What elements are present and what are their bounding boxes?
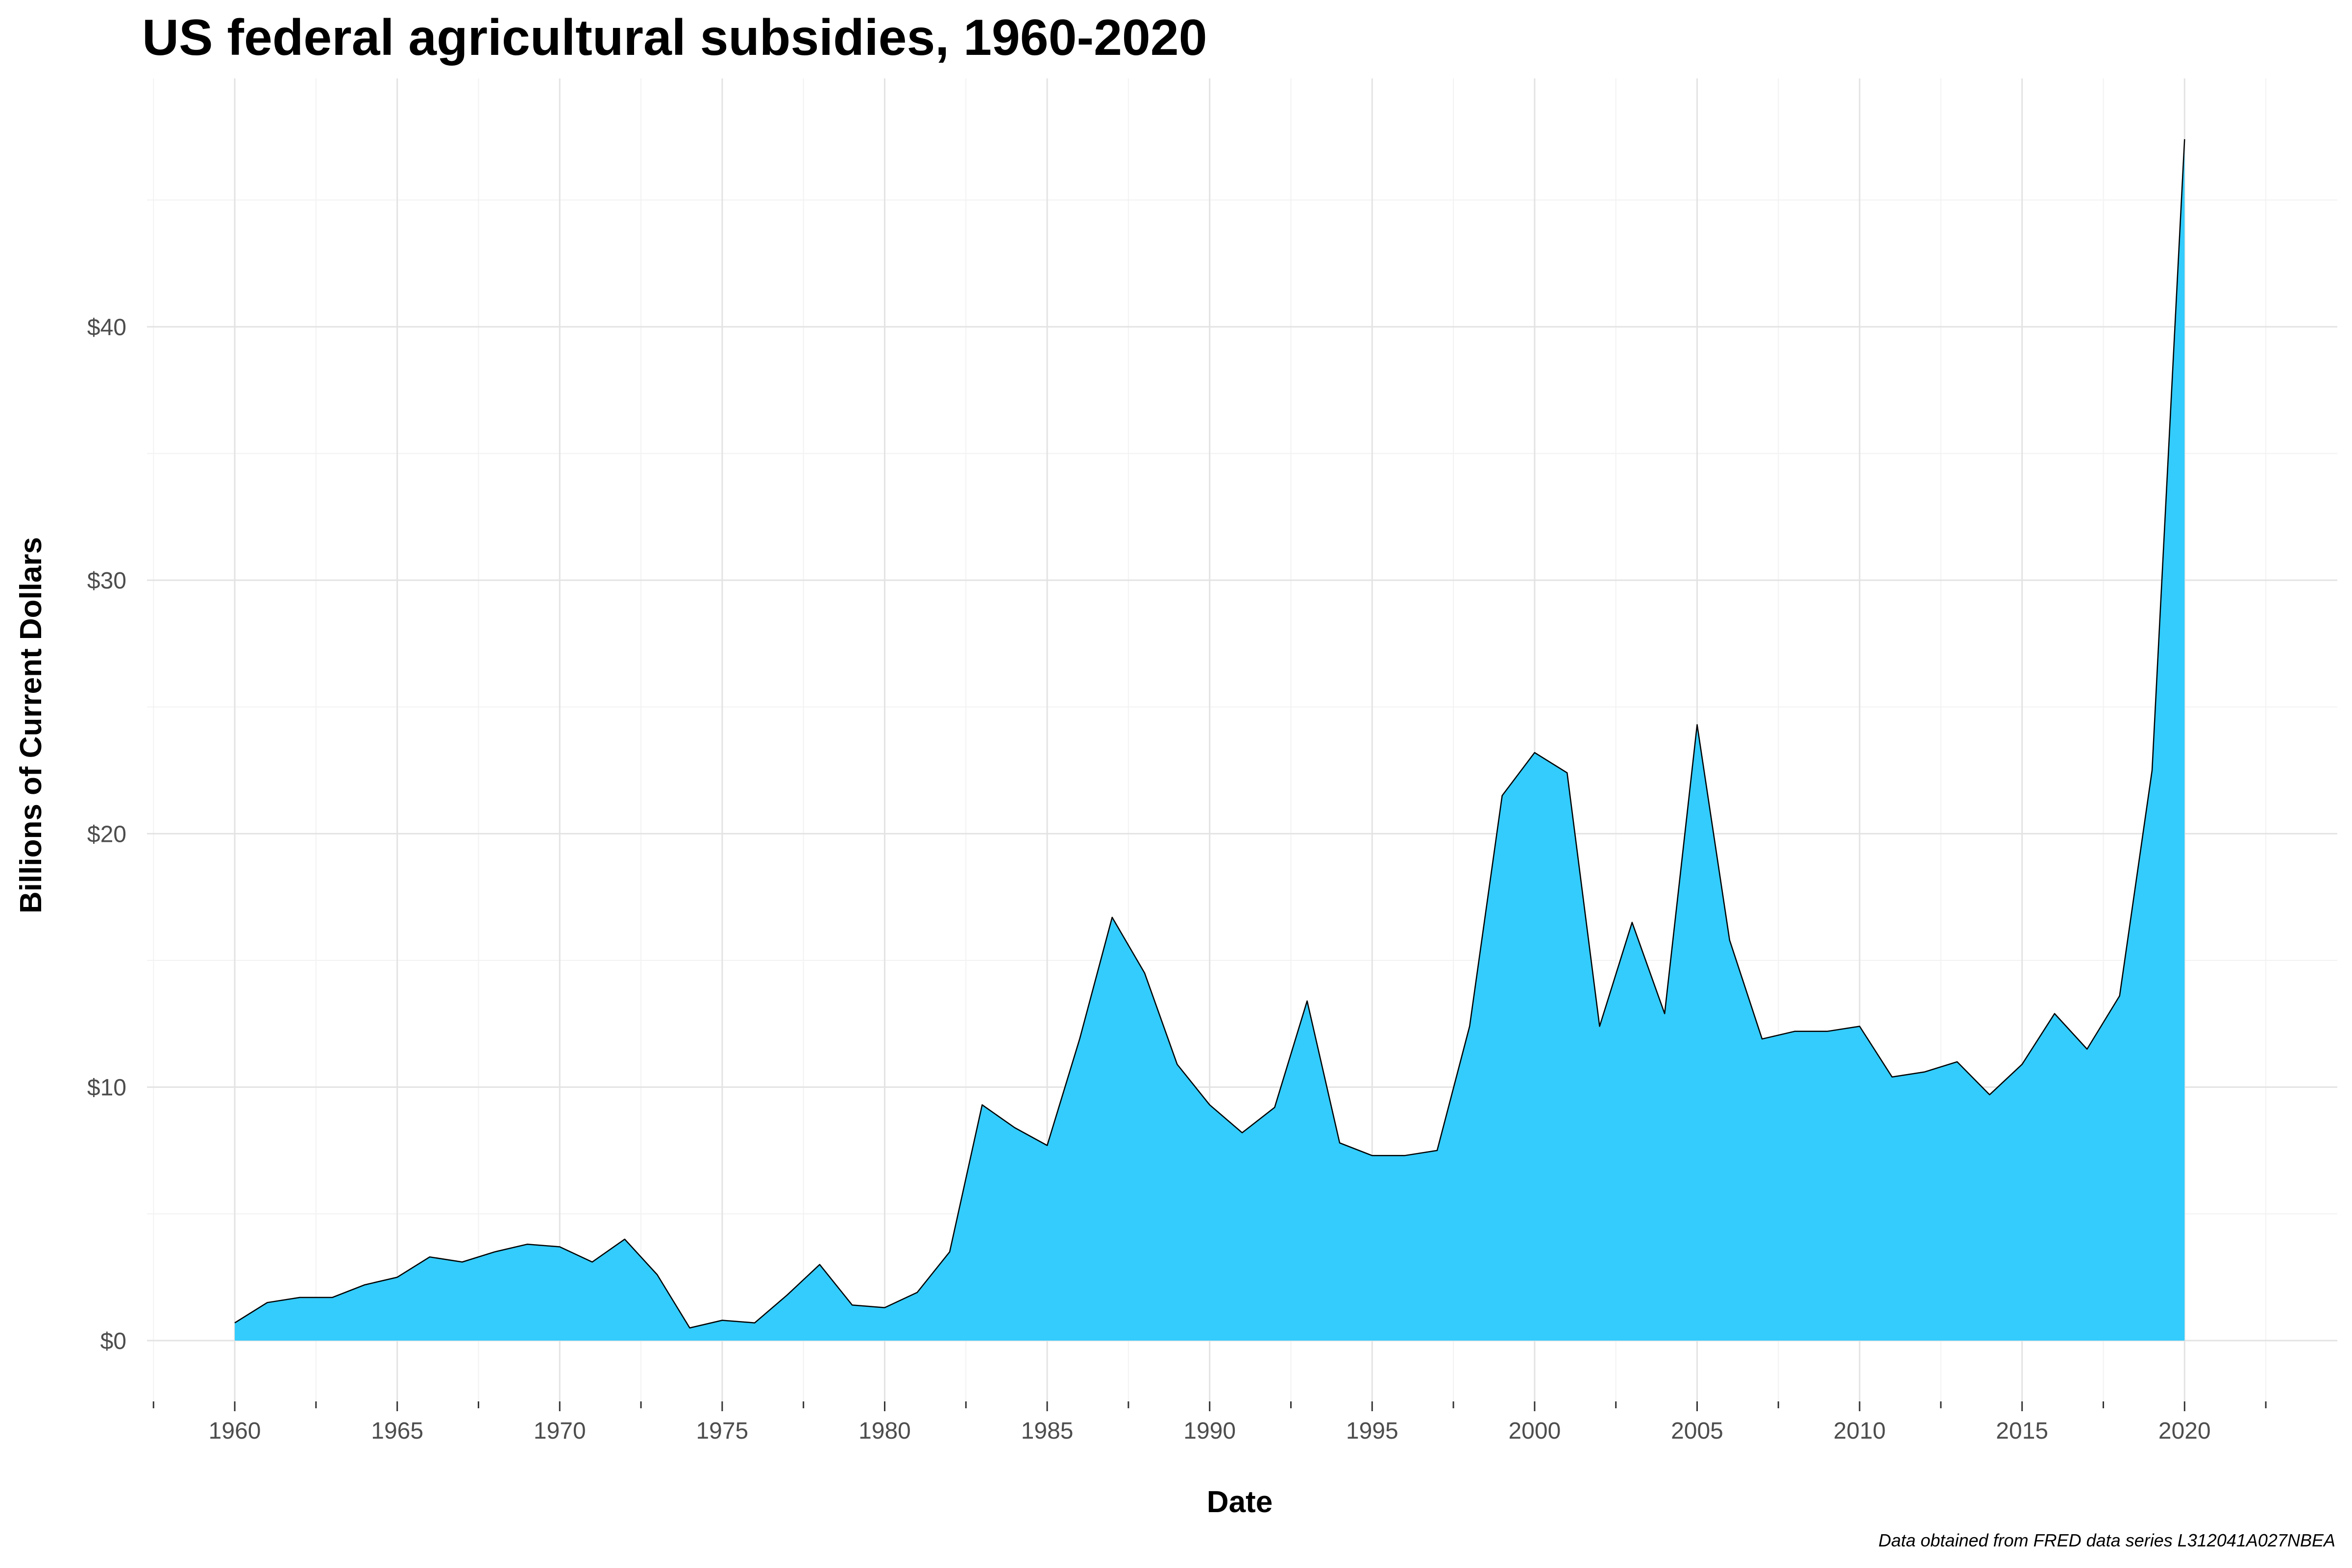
data-point-2011 [1890, 1076, 1893, 1078]
y-tick-label: $0 [100, 1328, 126, 1354]
data-point-1988 [1143, 972, 1146, 975]
y-tick-label: $10 [87, 1075, 126, 1101]
area-series-fill [235, 139, 2185, 1341]
area-series-outline [234, 139, 2185, 1329]
data-point-1982 [948, 1250, 951, 1253]
y-axis-title: Billions of Current Dollars [14, 537, 48, 913]
data-point-2020 [2183, 138, 2186, 141]
x-tick-label: 2010 [1834, 1418, 1886, 1444]
data-point-1968 [493, 1250, 496, 1253]
data-point-1998 [1468, 1025, 1471, 1028]
data-point-2016 [2053, 1012, 2056, 1015]
data-point-1967 [461, 1261, 464, 1264]
data-point-1984 [1013, 1126, 1016, 1129]
x-tick-label: 2015 [1996, 1418, 2048, 1444]
x-tick-label: 2000 [1508, 1418, 1561, 1444]
data-point-1970 [558, 1246, 561, 1249]
data-point-2005 [1696, 723, 1699, 726]
data-point-1994 [1338, 1141, 1341, 1144]
data-point-1979 [851, 1303, 854, 1306]
data-point-2013 [1956, 1060, 1959, 1063]
data-point-1997 [1436, 1149, 1439, 1152]
data-point-2014 [1988, 1093, 1991, 1096]
x-axis-title: Date [1207, 1485, 1273, 1519]
data-point-1973 [656, 1273, 659, 1276]
data-point-1981 [916, 1291, 919, 1294]
x-tick-label: 1985 [1021, 1418, 1074, 1444]
data-point-2003 [1631, 921, 1634, 924]
y-axis-ticks: $0 $10 $20 $30 $40 [87, 315, 126, 1354]
x-tick-label: 1975 [696, 1418, 748, 1444]
data-point-1974 [688, 1326, 691, 1329]
data-point-1991 [1241, 1131, 1244, 1134]
data-point-1964 [363, 1283, 366, 1286]
data-point-1975 [721, 1319, 724, 1322]
data-point-1987 [1111, 916, 1114, 919]
data-point-2008 [1793, 1030, 1796, 1033]
data-point-1989 [1176, 1063, 1178, 1066]
data-point-2009 [1826, 1030, 1829, 1033]
data-point-1983 [980, 1103, 983, 1106]
data-point-1992 [1273, 1106, 1276, 1109]
data-point-1990 [1208, 1103, 1211, 1106]
data-point-2007 [1761, 1037, 1764, 1040]
data-point-1965 [396, 1276, 399, 1279]
data-point-1986 [1078, 1037, 1081, 1040]
x-tick-label: 1960 [209, 1418, 261, 1444]
x-tick-label: 1970 [534, 1418, 586, 1444]
data-point-1963 [331, 1296, 334, 1299]
data-point-1962 [298, 1296, 301, 1299]
data-point-1960 [233, 1322, 236, 1324]
data-point-1971 [591, 1261, 594, 1264]
data-source-caption: Data obtained from FRED data series L312… [1878, 1530, 2335, 1550]
data-point-2004 [1663, 1012, 1666, 1015]
data-point-2006 [1728, 939, 1731, 942]
data-point-2012 [1923, 1071, 1926, 1074]
y-tick-label: $20 [87, 821, 126, 847]
data-point-2017 [2085, 1048, 2088, 1051]
x-tick-label: 1995 [1346, 1418, 1398, 1444]
data-point-1999 [1501, 794, 1504, 797]
data-point-1977 [786, 1294, 789, 1297]
data-point-1993 [1306, 1000, 1309, 1003]
x-tick-label: 2020 [2158, 1418, 2211, 1444]
data-point-1969 [526, 1243, 529, 1246]
data-point-2018 [2118, 994, 2121, 997]
chart-title: US federal agricultural subsidies, 1960-… [142, 9, 1207, 66]
data-point-1985 [1046, 1144, 1049, 1147]
x-axis-ticks: 1960 1965 1970 1975 1980 1985 1990 1995 2000 2005… [152, 1401, 2267, 1444]
data-point-2019 [2151, 769, 2154, 772]
x-tick-label: 1965 [371, 1418, 423, 1444]
data-point-2001 [1566, 771, 1568, 774]
x-tick-label: 1980 [858, 1418, 911, 1444]
data-point-1976 [753, 1322, 756, 1324]
data-point-1980 [883, 1306, 886, 1309]
data-point-1978 [818, 1263, 821, 1266]
data-point-1972 [623, 1238, 626, 1241]
data-point-1961 [266, 1301, 269, 1304]
x-tick-label: 1990 [1183, 1418, 1236, 1444]
data-point-2000 [1533, 751, 1536, 754]
y-tick-label: $40 [87, 315, 126, 341]
data-point-2002 [1598, 1025, 1601, 1028]
y-tick-label: $30 [87, 568, 126, 594]
data-point-2010 [1858, 1025, 1861, 1028]
data-point-1966 [428, 1255, 431, 1258]
data-point-1996 [1403, 1154, 1406, 1157]
data-point-1995 [1371, 1154, 1373, 1157]
data-point-2015 [2021, 1063, 2024, 1066]
x-tick-label: 2005 [1671, 1418, 1723, 1444]
